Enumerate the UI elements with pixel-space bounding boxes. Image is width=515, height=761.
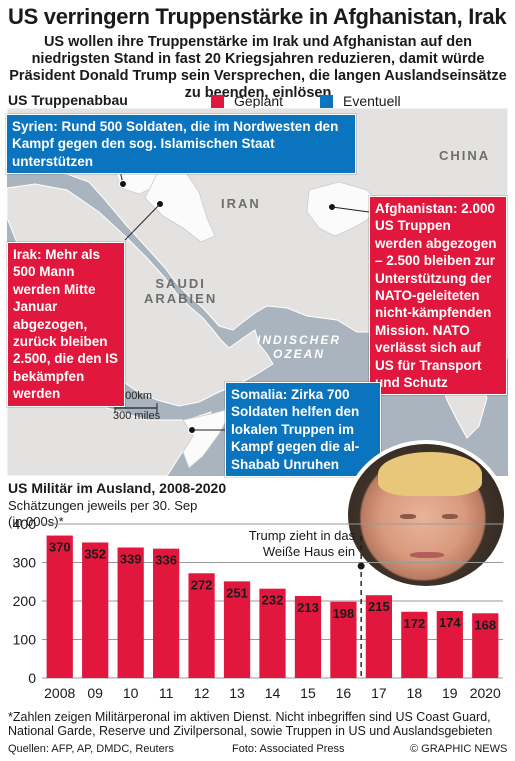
legend-possible-label: Eventuell <box>343 93 401 109</box>
label-iran: IRAN <box>221 196 261 211</box>
bar <box>259 588 286 678</box>
callout-iraq: Irak: Mehr als 500 Mann werden Mitte Jan… <box>7 242 125 407</box>
bar <box>330 601 357 678</box>
x-tick-label: 12 <box>194 685 210 701</box>
map-section-title: US Truppenabbau <box>8 92 128 108</box>
bar <box>152 548 180 678</box>
callout-somalia: Somalia: Zirka 700 Soldaten helfen den l… <box>225 382 381 478</box>
photo-credit: Foto: Associated Press <box>232 743 345 755</box>
label-indian-ocean: INDISCHER OZEAN <box>257 333 342 361</box>
x-tick-label: 13 <box>229 685 245 701</box>
bar-value-label: 336 <box>155 553 177 568</box>
y-tick-label: 200 <box>13 593 37 609</box>
y-tick-label: 400 <box>13 516 37 532</box>
legend-planned-swatch <box>211 94 224 108</box>
x-tick-label: 11 <box>159 685 174 701</box>
bar-value-label: 198 <box>333 606 355 621</box>
highlight-afghanistan <box>306 181 380 237</box>
x-tick-label: 19 <box>442 685 458 701</box>
bar-chart: 0 100 200 300 400 370 2008 352 09 339 10 336 11 272 12… <box>13 516 503 701</box>
callout-afghanistan: Afghanistan: 2.000 US Truppen werden abg… <box>369 196 507 396</box>
label-china: CHINA <box>439 148 491 163</box>
annotation-label-line1: Trump zieht in das <box>249 528 356 543</box>
x-tick-label: 09 <box>87 685 103 701</box>
dot-syria <box>119 180 127 188</box>
bar <box>365 595 393 678</box>
legend-possible-swatch <box>320 94 333 108</box>
bar <box>436 611 463 678</box>
middle-east-map: CHINA IRAN SAUDI ARABIEN INDISCHER OZEAN… <box>6 107 509 478</box>
page-subtitle: US wollen ihre Truppenstärke im Irak und… <box>9 34 507 101</box>
callout-syria: Syrien: Rund 500 Soldaten, die im Nordwe… <box>6 114 356 175</box>
leader-iraq <box>124 203 161 241</box>
x-tick-label: 17 <box>371 685 387 701</box>
bar <box>401 611 428 678</box>
y-tick-label: 300 <box>13 555 37 571</box>
bar <box>223 581 251 678</box>
chart-title: US Militär im Ausland, 2008-2020 <box>8 480 227 496</box>
legend-planned-label: Geplant <box>234 93 284 109</box>
highlight-iraq <box>144 167 216 243</box>
bar-value-label: 215 <box>368 599 390 614</box>
x-tick-label: 16 <box>336 685 352 701</box>
highlight-somalia <box>182 407 234 469</box>
bar-value-label: 174 <box>439 615 461 630</box>
page-title: US verringern Truppenstärke in Afghanist… <box>8 4 507 29</box>
bar <box>117 547 144 678</box>
annotation-dot <box>357 562 365 570</box>
legend-planned: Geplant <box>211 93 283 109</box>
x-tick-label: 14 <box>265 685 281 701</box>
y-tick-label: 100 <box>13 632 37 648</box>
x-tick-label: 18 <box>407 685 423 701</box>
scale-miles-label: 300 miles <box>113 410 161 422</box>
portrait-mouth <box>410 552 444 558</box>
x-tick-label: 15 <box>300 685 316 701</box>
bar <box>188 573 215 678</box>
bar-value-label: 168 <box>474 617 496 632</box>
bar <box>472 613 499 678</box>
bar-value-label: 213 <box>297 600 319 615</box>
chart-ylabel: (in 000s)* <box>8 514 64 529</box>
copyright: © GRAPHIC NEWS <box>410 743 508 755</box>
x-tick-label: 2020 <box>470 685 501 701</box>
bar-value-label: 339 <box>120 551 142 566</box>
label-saudi-arabia: SAUDI ARABIEN <box>144 276 218 306</box>
bar <box>46 535 73 678</box>
portrait-eye-right <box>442 514 458 519</box>
legend-possible: Eventuell <box>320 93 401 109</box>
annotation-label-line2: Weiße Haus ein <box>263 544 355 559</box>
leader-afghanistan <box>331 206 370 213</box>
y-tick-label: 0 <box>28 670 36 686</box>
x-tick-label: 10 <box>123 685 139 701</box>
x-tick-label: 2008 <box>44 685 75 701</box>
bar-value-label: 232 <box>262 593 284 608</box>
chart-subtitle: Schätzungen jeweils per 30. Sep <box>8 498 198 513</box>
bar-value-label: 272 <box>191 577 213 592</box>
bar <box>294 595 322 678</box>
bar-value-label: 352 <box>84 546 106 561</box>
footnote: *Zahlen zeigen Militärperonal im aktiven… <box>8 710 493 738</box>
bar-value-label: 172 <box>403 616 425 631</box>
sources: Quellen: AFP, AP, DMDC, Reuters <box>8 743 174 755</box>
portrait-photo <box>344 440 508 590</box>
bar <box>82 542 109 678</box>
portrait-hair <box>378 452 482 496</box>
scale-km-label: 500km <box>119 390 153 402</box>
bar-value-label: 370 <box>49 540 71 555</box>
bar-value-label: 251 <box>226 585 248 600</box>
portrait-eye-left <box>400 514 416 519</box>
